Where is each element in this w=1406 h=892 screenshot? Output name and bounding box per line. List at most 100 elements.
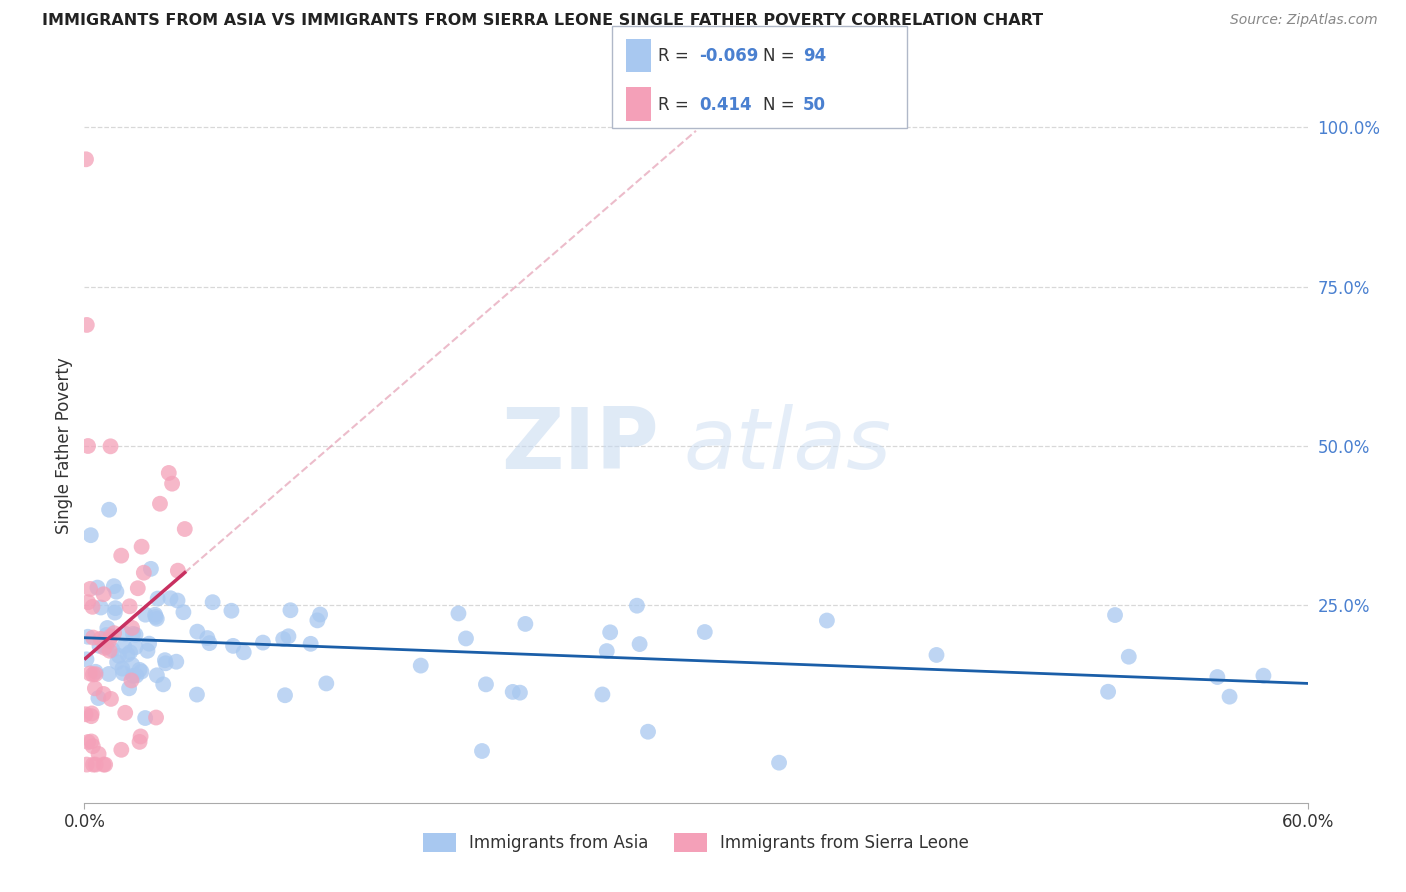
Point [97, 667, 120, 681]
Point [271, 632, 294, 646]
Point [104, 601, 127, 615]
Point [134, 711, 156, 725]
Point [112, 666, 135, 681]
Point [77, 595, 100, 609]
Point [693, 625, 716, 640]
Point [87, 691, 110, 706]
Point [471, 744, 494, 758]
Text: N =: N = [763, 47, 800, 65]
Point [145, 610, 167, 624]
Point [120, 645, 142, 659]
Point [134, 607, 156, 622]
Point [118, 681, 141, 696]
Point [1097, 685, 1119, 699]
Point [90, 632, 112, 646]
Point [475, 677, 498, 691]
Point [103, 626, 125, 640]
Point [637, 724, 659, 739]
Point [165, 655, 187, 669]
Text: 50: 50 [803, 95, 825, 113]
Point [110, 743, 132, 757]
Point [86, 581, 108, 595]
Point [75, 153, 97, 167]
Point [118, 599, 141, 614]
Point [280, 603, 302, 617]
Point [1206, 670, 1229, 684]
Point [96, 628, 118, 642]
Point [98, 644, 121, 658]
Point [84, 667, 107, 681]
Point [112, 639, 135, 653]
Text: -0.069: -0.069 [699, 47, 758, 65]
Point [128, 735, 150, 749]
Text: ZIP: ZIP [502, 404, 659, 488]
Point [122, 669, 145, 683]
Point [100, 692, 122, 706]
Point [93, 640, 115, 655]
Point [100, 439, 122, 453]
Point [82, 599, 104, 614]
Point [925, 648, 948, 662]
Point [166, 593, 188, 607]
Point [100, 629, 122, 643]
Point [626, 599, 648, 613]
Point [80, 709, 103, 723]
Point [121, 621, 143, 635]
Point [153, 653, 176, 667]
Text: IMMIGRANTS FROM ASIA VS IMMIGRANTS FROM SIERRA LEONE SINGLE FATHER POVERTY CORRE: IMMIGRANTS FROM ASIA VS IMMIGRANTS FROM … [42, 13, 1043, 29]
Point [89, 639, 111, 653]
Text: Source: ZipAtlas.com: Source: ZipAtlas.com [1230, 13, 1378, 28]
Point [1104, 608, 1126, 623]
Point [80, 528, 103, 542]
Point [93, 757, 115, 772]
Point [173, 522, 195, 536]
Point [105, 655, 128, 669]
Point [77, 439, 100, 453]
Point [195, 631, 218, 645]
Point [79, 666, 101, 681]
Point [221, 604, 243, 618]
Text: R =: R = [658, 95, 695, 113]
Point [131, 540, 153, 554]
Point [146, 591, 169, 606]
Point [96, 640, 118, 654]
Point [1219, 690, 1241, 704]
Point [79, 582, 101, 596]
Point [84, 665, 107, 679]
Point [76, 318, 98, 332]
Point [143, 607, 166, 622]
Point [93, 687, 115, 701]
Point [124, 640, 146, 655]
Point [131, 665, 153, 679]
Point [166, 564, 188, 578]
Point [1253, 668, 1275, 682]
Point [75, 707, 97, 722]
Point [90, 600, 112, 615]
Text: 0.414: 0.414 [699, 95, 751, 113]
Point [104, 606, 127, 620]
Point [93, 587, 115, 601]
Point [409, 658, 432, 673]
Point [515, 616, 537, 631]
Point [145, 710, 167, 724]
Point [129, 730, 152, 744]
Point [186, 624, 208, 639]
Point [277, 629, 299, 643]
Point [155, 657, 177, 671]
Point [93, 633, 115, 648]
Point [98, 633, 121, 648]
Text: 94: 94 [803, 47, 827, 65]
Point [815, 614, 838, 628]
Point [127, 581, 149, 595]
Point [186, 688, 208, 702]
Point [232, 645, 254, 659]
Point [103, 579, 125, 593]
Point [309, 607, 332, 622]
Point [132, 566, 155, 580]
Point [152, 677, 174, 691]
Point [121, 657, 143, 672]
Point [77, 735, 100, 749]
Point [274, 688, 297, 702]
Point [87, 747, 110, 761]
Text: atlas: atlas [683, 404, 891, 488]
